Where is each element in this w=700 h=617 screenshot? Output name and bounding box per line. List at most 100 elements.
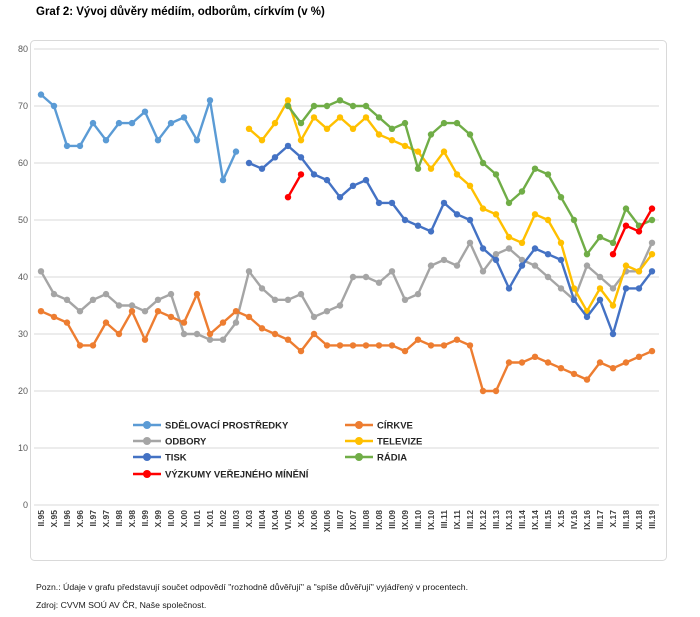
data-point-cirkve bbox=[453, 336, 461, 343]
x-tick-label: X.00 bbox=[179, 510, 189, 528]
x-tick-label: IX.04 bbox=[270, 510, 280, 530]
data-point-tisk bbox=[622, 285, 630, 292]
data-point-cirkve bbox=[128, 308, 136, 315]
y-tick-label: 50 bbox=[18, 215, 28, 225]
data-point-televize bbox=[414, 148, 422, 155]
data-point-televize bbox=[297, 137, 305, 144]
legend-item-sdelovaci-prostredky: SDĚLOVACÍ PROSTŘEDKY bbox=[133, 420, 289, 432]
data-point-tisk bbox=[518, 262, 526, 269]
data-point-cirkve bbox=[180, 319, 188, 326]
legend-label: ODBORY bbox=[165, 437, 207, 448]
data-point-cirkve bbox=[401, 347, 409, 355]
data-point-cirkve bbox=[284, 336, 292, 343]
data-point-cirkve bbox=[115, 330, 123, 338]
data-point-radia bbox=[440, 119, 448, 127]
data-point-cirkve bbox=[154, 308, 162, 315]
x-tick-label: X.01 bbox=[205, 510, 215, 528]
x-tick-label: III.18 bbox=[621, 510, 631, 529]
data-point-cirkve bbox=[206, 330, 214, 338]
data-point-televize bbox=[583, 308, 591, 315]
chart-area: 0 10 20 30 40 50 60 70 80 II.95 X.95 II.96 X.96 II.97… bbox=[18, 40, 667, 561]
x-tick-label: II.96 bbox=[62, 510, 72, 527]
data-point-odbory bbox=[89, 296, 97, 303]
y-tick-label: 40 bbox=[18, 272, 28, 282]
data-point-tisk bbox=[349, 182, 357, 189]
data-point-tisk bbox=[427, 228, 435, 235]
data-point-vyzkumy-verejneho-mineni bbox=[635, 228, 643, 235]
x-tick-label: III.13 bbox=[491, 510, 501, 529]
data-point-tisk bbox=[375, 199, 383, 207]
data-point-cirkve bbox=[323, 342, 331, 349]
data-point-cirkve bbox=[635, 353, 643, 360]
series-televize bbox=[245, 97, 656, 315]
data-point-odbory bbox=[141, 308, 149, 315]
legend-label: TELEVIZE bbox=[377, 437, 422, 448]
data-point-cirkve bbox=[37, 308, 45, 315]
data-point-televize bbox=[310, 114, 318, 121]
legend-dot-marker bbox=[355, 437, 363, 445]
legend-label: TISK bbox=[165, 453, 187, 464]
data-point-televize bbox=[609, 302, 617, 309]
y-tick-label: 30 bbox=[18, 329, 28, 339]
data-point-televize bbox=[518, 239, 526, 246]
data-point-sdelovaci-prostredky bbox=[193, 137, 201, 144]
data-point-televize bbox=[427, 165, 435, 172]
x-tick-label: III.19 bbox=[647, 510, 657, 529]
data-point-odbory bbox=[50, 290, 58, 298]
data-point-radia bbox=[349, 102, 357, 110]
legend-item-tisk: TISK bbox=[133, 453, 187, 464]
data-point-televize bbox=[245, 125, 253, 132]
data-point-radia bbox=[596, 233, 604, 241]
y-tick-label: 60 bbox=[18, 158, 28, 168]
data-point-odbory bbox=[336, 302, 344, 309]
x-tick-label: IX.07 bbox=[348, 510, 358, 530]
data-point-cirkve bbox=[310, 330, 318, 338]
data-point-tisk bbox=[258, 165, 266, 172]
data-point-televize bbox=[401, 142, 409, 150]
data-point-cirkve bbox=[440, 342, 448, 349]
data-point-sdelovaci-prostredky bbox=[141, 108, 149, 115]
x-tick-label: XI.18 bbox=[634, 510, 644, 530]
data-point-odbory bbox=[76, 308, 84, 315]
x-tick-label: III.17 bbox=[595, 510, 605, 529]
data-point-odbory bbox=[557, 285, 565, 292]
data-point-televize bbox=[557, 239, 565, 246]
data-point-tisk bbox=[284, 142, 292, 150]
data-point-radia bbox=[427, 131, 435, 138]
data-point-vyzkumy-verejneho-mineni bbox=[648, 205, 656, 212]
x-tick-label: XII.06 bbox=[322, 510, 332, 532]
data-point-odbory bbox=[505, 245, 513, 252]
data-point-radia bbox=[297, 119, 305, 127]
data-point-cirkve bbox=[466, 342, 474, 349]
data-point-odbory bbox=[271, 296, 279, 303]
data-point-odbory bbox=[362, 273, 370, 281]
data-point-odbory bbox=[128, 302, 136, 309]
data-point-radia bbox=[544, 171, 552, 178]
data-point-cirkve bbox=[531, 353, 539, 360]
data-point-tisk bbox=[453, 211, 461, 218]
x-tick-label: III.10 bbox=[413, 510, 423, 529]
legend-dot-marker bbox=[355, 421, 363, 429]
data-point-odbory bbox=[492, 251, 500, 258]
data-point-televize bbox=[596, 285, 604, 292]
x-tick-label: X.17 bbox=[608, 510, 618, 528]
data-point-televize bbox=[479, 205, 487, 212]
x-tick-label: IX.08 bbox=[374, 510, 384, 530]
data-point-radia bbox=[648, 216, 656, 224]
data-point-cirkve bbox=[375, 342, 383, 349]
data-point-televize bbox=[258, 137, 266, 144]
data-point-radia bbox=[336, 97, 344, 104]
data-point-televize bbox=[336, 114, 344, 121]
data-point-cirkve bbox=[557, 365, 565, 372]
x-tick-label: II.97 bbox=[88, 510, 98, 527]
data-point-odbory bbox=[388, 268, 396, 275]
data-point-odbory bbox=[518, 256, 526, 264]
data-point-radia bbox=[362, 102, 370, 110]
data-point-sdelovaci-prostredky bbox=[63, 142, 71, 150]
x-tick-label: X.96 bbox=[75, 510, 85, 528]
data-point-cirkve bbox=[258, 325, 266, 332]
data-point-tisk bbox=[401, 216, 409, 224]
data-point-cirkve bbox=[362, 342, 370, 349]
legend-dot-marker bbox=[355, 453, 363, 461]
data-point-odbory bbox=[245, 268, 253, 275]
